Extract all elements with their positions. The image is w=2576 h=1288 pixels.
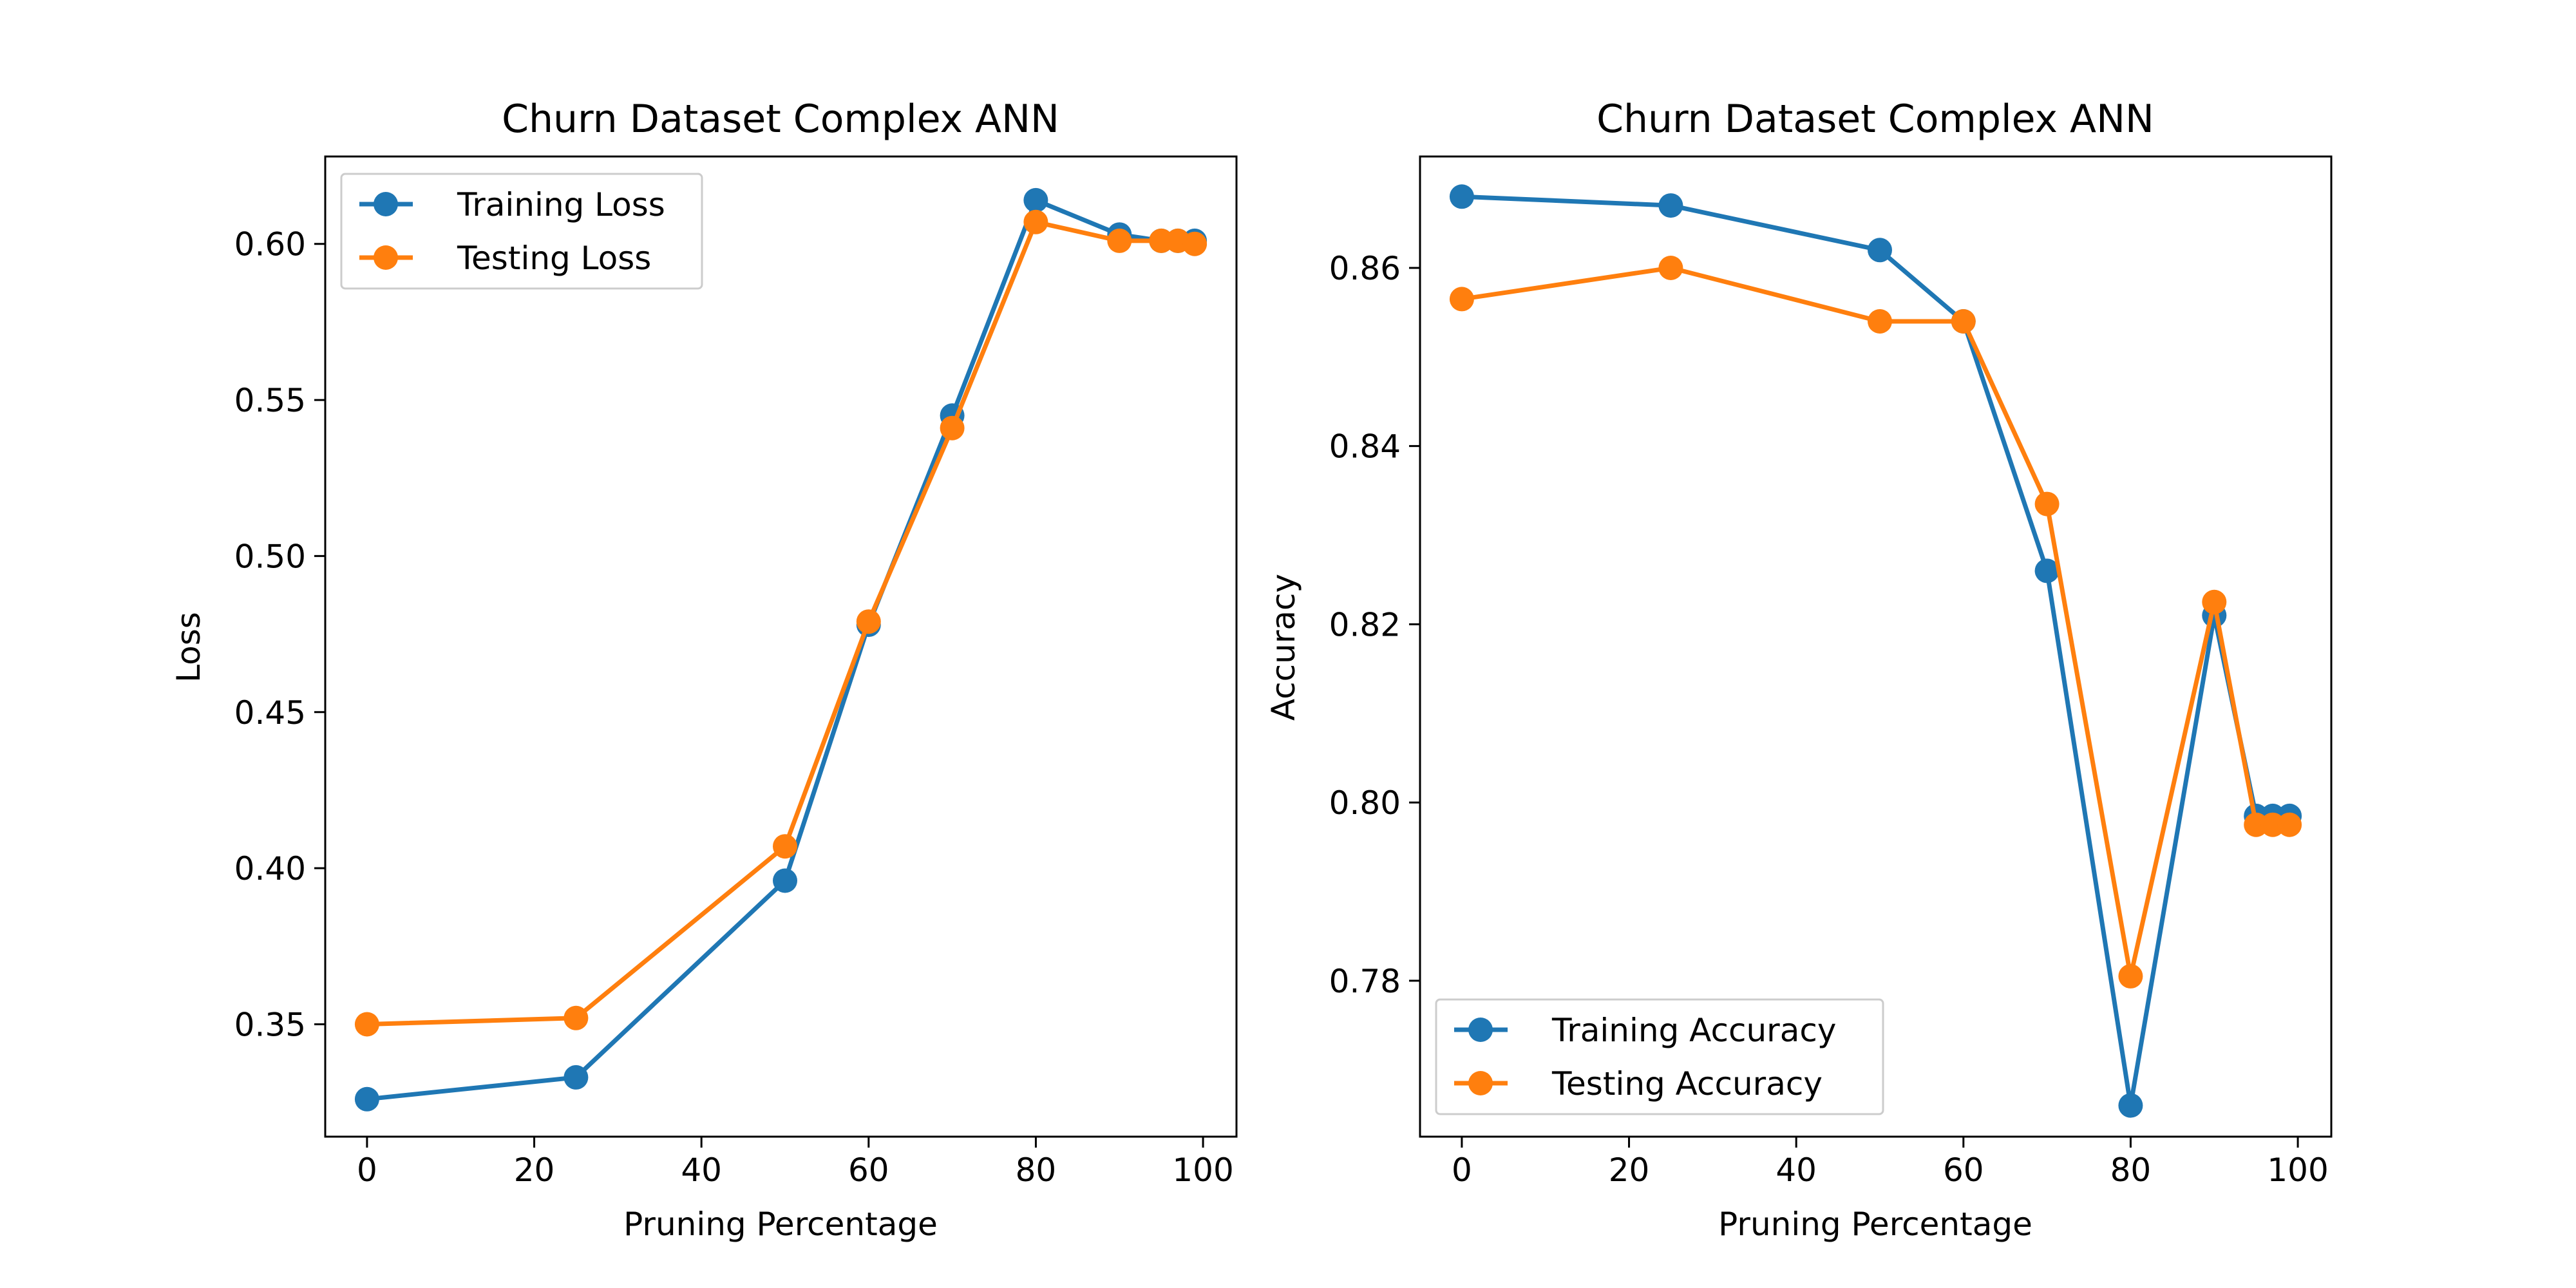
- accuracy-chart-y-tick-label: 0.84: [1329, 428, 1401, 466]
- loss-chart-y-tick-label: 0.60: [234, 226, 306, 263]
- loss-chart-x-tick-label: 20: [514, 1151, 555, 1189]
- loss-chart-x-tick-label: 0: [357, 1151, 377, 1189]
- accuracy-chart-legend-label: Training Accuracy: [1551, 1012, 1836, 1049]
- accuracy-chart-legend: Training Accuracy Testing Accuracy: [1435, 998, 1884, 1115]
- loss-chart-series-2-point: [773, 834, 797, 859]
- accuracy-chart-legend-swatch-marker: [1468, 1071, 1493, 1095]
- accuracy-chart-series-1-point: [2118, 1093, 2143, 1118]
- accuracy-chart-legend-label: Testing Accuracy: [1551, 1065, 1823, 1103]
- accuracy-chart-title: Churn Dataset Complex ANN: [1596, 97, 2154, 142]
- accuracy-chart-x-tick-label: 60: [1943, 1151, 1984, 1189]
- accuracy-chart-ticks: 0 20 40 60 80 100 0.78 0.80 0.82 0.84 0.86: [1329, 250, 2329, 1189]
- accuracy-chart-series-2-point: [1449, 287, 1474, 312]
- loss-chart-x-tick-label: 60: [848, 1151, 889, 1189]
- loss-chart-x-tick-label: 100: [1172, 1151, 1233, 1189]
- loss-chart-x-tick-label: 40: [681, 1151, 722, 1189]
- loss-chart-y-tick-label: 0.45: [234, 694, 306, 732]
- loss-chart-legend-label: Training Loss: [457, 186, 665, 223]
- accuracy-chart-series-1-point: [1658, 193, 1683, 218]
- accuracy-chart-axes-frame: [1419, 155, 2333, 1138]
- loss-chart-axes-frame: [324, 155, 1238, 1138]
- accuracy-chart-x-tick-label: 20: [1609, 1151, 1650, 1189]
- accuracy-chart-series-1-point: [2034, 558, 2060, 583]
- accuracy-chart-x-tick-label: 40: [1776, 1151, 1817, 1189]
- accuracy-chart-legend-swatch-marker: [1468, 1018, 1493, 1042]
- loss-chart-series-2-point: [564, 1005, 589, 1030]
- loss-chart-legend-swatch-marker: [374, 192, 398, 216]
- loss-chart-series: [354, 187, 1208, 1112]
- loss-chart-x-axis-label: Pruning Percentage: [623, 1206, 938, 1243]
- accuracy-chart-series-2-point: [2034, 491, 2060, 516]
- loss-chart-legend-swatch-marker: [374, 245, 398, 270]
- accuracy-chart-y-tick-label: 0.82: [1329, 606, 1401, 643]
- accuracy-chart-x-tick-label: 0: [1452, 1151, 1472, 1189]
- loss-chart-series-1-point: [773, 868, 797, 893]
- loss-chart-series-1-point: [1023, 187, 1048, 213]
- loss-chart-legend-box: [340, 173, 703, 290]
- loss-chart-y-tick-label: 0.50: [234, 538, 306, 575]
- accuracy-chart-series-2-point: [2202, 589, 2227, 614]
- accuracy-chart: Churn Dataset Complex ANN Pruning Percen…: [1265, 97, 2333, 1243]
- accuracy-chart-series-2-point: [2260, 812, 2286, 837]
- loss-chart-y-tick-label: 0.55: [234, 382, 306, 419]
- loss-chart-ticks: 0 20 40 60 80 100 0.35 0.40 0.45 0.50 0.55 0.60: [234, 226, 1234, 1189]
- loss-chart-series-2-point: [856, 609, 881, 634]
- loss-chart-series-2-point: [940, 415, 965, 440]
- accuracy-chart-y-tick-label: 0.86: [1329, 250, 1401, 287]
- loss-chart-series-2-point: [1182, 231, 1208, 256]
- accuracy-chart-x-tick-label: 100: [2267, 1151, 2328, 1189]
- loss-chart-x-tick-label: 80: [1016, 1151, 1057, 1189]
- accuracy-chart-series-1-point: [1868, 238, 1892, 263]
- loss-chart-legend-label: Testing Loss: [457, 240, 651, 277]
- loss-chart-series-2-point: [1107, 228, 1132, 253]
- loss-chart-y-axis-label: Loss: [170, 612, 207, 683]
- accuracy-chart-series-2-point: [1951, 309, 1976, 334]
- accuracy-chart-series: [1449, 184, 2302, 1118]
- accuracy-chart-x-axis-label: Pruning Percentage: [1718, 1206, 2032, 1243]
- accuracy-chart-y-tick-label: 0.78: [1329, 963, 1401, 1000]
- accuracy-chart-series-2-point: [2118, 963, 2143, 989]
- accuracy-chart-y-axis-label: Accuracy: [1265, 574, 1302, 721]
- accuracy-chart-series-1-point: [1449, 184, 1474, 209]
- accuracy-chart-y-tick-label: 0.80: [1329, 784, 1401, 822]
- loss-chart-series-2-point: [354, 1012, 379, 1037]
- loss-chart-title: Churn Dataset Complex ANN: [502, 97, 1059, 142]
- loss-chart-series-1-point: [564, 1065, 589, 1090]
- loss-chart-y-tick-label: 0.35: [234, 1007, 306, 1044]
- loss-chart: Churn Dataset Complex ANN Pruning Percen…: [170, 97, 1238, 1243]
- accuracy-chart-series-2-point: [1868, 309, 1892, 334]
- loss-chart-series-1-point: [354, 1086, 379, 1112]
- accuracy-chart-series-2-point: [2277, 812, 2302, 837]
- loss-chart-legend: Training Loss Testing Loss: [340, 173, 703, 290]
- accuracy-chart-legend-box: [1435, 998, 1884, 1115]
- accuracy-chart-series-2-point: [1658, 256, 1683, 280]
- loss-chart-series-2-point: [1023, 209, 1048, 234]
- accuracy-chart-x-tick-label: 80: [2110, 1151, 2152, 1189]
- loss-chart-y-tick-label: 0.40: [234, 850, 306, 887]
